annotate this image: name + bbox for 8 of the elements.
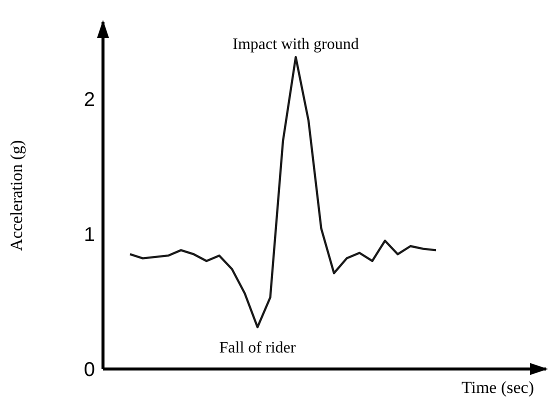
y-tick-label: 0 bbox=[84, 359, 95, 382]
y-tick-label: 2 bbox=[84, 89, 95, 112]
y-tick-label: 1 bbox=[84, 224, 95, 246]
annotation: Impact with ground bbox=[232, 36, 359, 54]
annotation: Fall of rider bbox=[219, 340, 296, 357]
x-axis-title: Time (sec) bbox=[461, 378, 534, 397]
line-series bbox=[128, 56, 438, 328]
y-axis-title: Acceleration (g) bbox=[7, 140, 26, 251]
